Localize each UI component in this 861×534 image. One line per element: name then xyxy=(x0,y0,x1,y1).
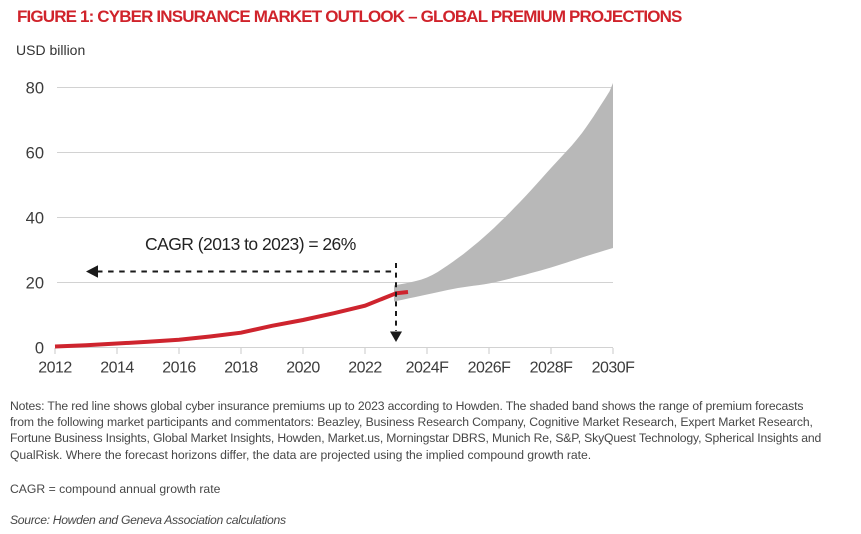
svg-text:0: 0 xyxy=(35,340,44,358)
svg-text:20: 20 xyxy=(26,275,44,293)
svg-text:2028F: 2028F xyxy=(530,360,574,377)
svg-text:2018: 2018 xyxy=(224,360,258,377)
svg-text:2020: 2020 xyxy=(286,360,320,377)
svg-text:40: 40 xyxy=(26,210,44,228)
svg-text:2026F: 2026F xyxy=(468,360,512,377)
svg-text:2016: 2016 xyxy=(162,360,196,377)
svg-text:2030F: 2030F xyxy=(592,360,636,377)
svg-text:60: 60 xyxy=(26,145,44,163)
svg-text:80: 80 xyxy=(26,80,44,98)
svg-text:2012: 2012 xyxy=(38,360,72,377)
svg-text:2024F: 2024F xyxy=(406,360,450,377)
svg-text:2014: 2014 xyxy=(100,360,134,377)
svg-text:2022: 2022 xyxy=(348,360,382,377)
